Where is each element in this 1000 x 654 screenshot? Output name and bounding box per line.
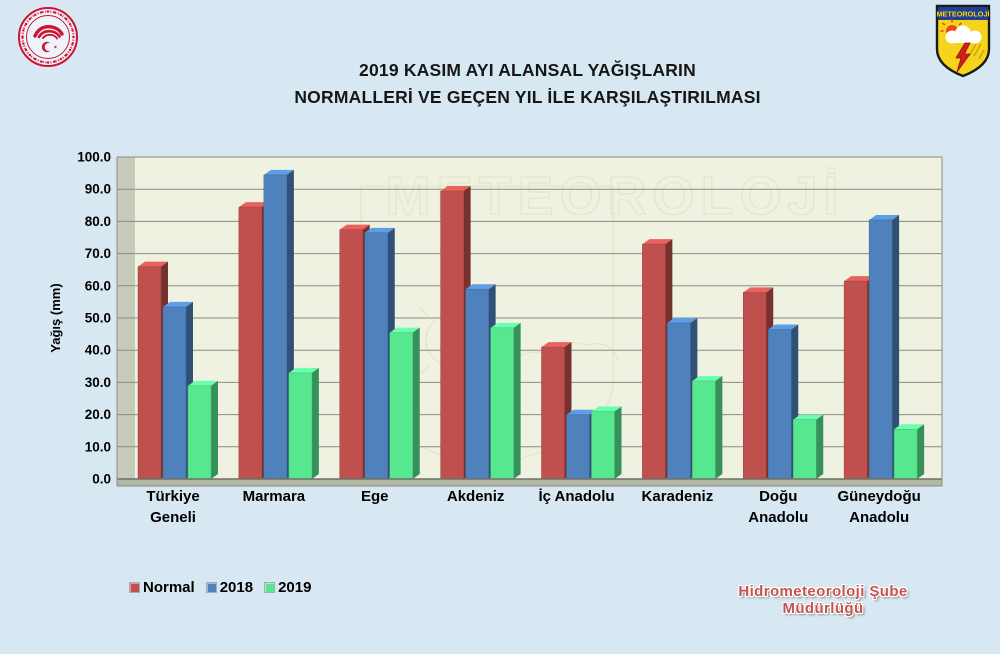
emblem-crescent-star	[41, 41, 57, 53]
legend-item-2019: 2019	[265, 579, 311, 596]
x-axis-label-karadeniz: Karadeniz	[641, 488, 714, 505]
legend-label: 2019	[278, 579, 312, 596]
y-tick-label: 30.0	[85, 375, 111, 390]
x-axis-label-i̇ç-anadolu: İç Anadolu	[538, 488, 615, 505]
logo-cloud-icon	[945, 25, 982, 44]
bar-ege-2019	[389, 327, 420, 480]
emblem-wave-arcs	[33, 25, 64, 40]
bar-karadeniz-2019	[692, 375, 723, 480]
meteoroloji-logo: METEOROLOJİ	[934, 4, 992, 78]
credit-text: Hidrometeoroloji Şube Müdürlüğü	[738, 583, 908, 617]
y-tick-label: 90.0	[85, 182, 111, 197]
y-tick-label: 50.0	[85, 311, 111, 326]
legend-marker-icon	[130, 583, 139, 592]
bar-güneydoğu-anadolu-2019	[893, 424, 925, 480]
y-tick-label: 10.0	[85, 439, 111, 454]
y-tick-label: 100.0	[77, 150, 111, 165]
legend-label: 2018	[219, 579, 254, 596]
page-title: 2019 KASIM AYI ALANSAL YAĞIŞLARIN NORMAL…	[55, 57, 1000, 111]
bar-marmara-2019	[288, 367, 319, 480]
y-tick-label: 40.0	[85, 343, 111, 358]
x-axis-label-doğu-anadolu: Doğu Anadolu	[748, 488, 809, 526]
bar-doğu-anadolu-2019	[793, 414, 824, 480]
y-tick-label: 20.0	[85, 407, 111, 422]
bar-i̇ç-anadolu-2019	[591, 406, 622, 480]
title-line-1: 2019 KASIM AYI ALANSAL YAĞIŞLARIN	[359, 60, 696, 80]
logo-lightning-icon	[955, 42, 971, 73]
meteorology-shield-icon: METEOROLOJİ	[935, 4, 991, 78]
bar-güneydoğu-anadolu-2018	[868, 214, 900, 480]
meteorology-logo-text: METEOROLOJİ	[936, 10, 989, 19]
y-tick-label: 80.0	[85, 214, 111, 229]
y-axis-title: Yağış (mm)	[48, 283, 63, 352]
ministry-logo	[16, 5, 80, 69]
legend-marker-icon	[265, 583, 275, 592]
legend-label: Normal	[143, 579, 195, 596]
x-axis-label-akdeniz: Akdeniz	[446, 488, 505, 505]
y-tick-label: 60.0	[85, 278, 111, 293]
legend-marker-icon	[206, 583, 216, 592]
x-axis-label-marmara: Marmara	[242, 488, 306, 505]
chart-legend: Normal 2018 2019	[130, 579, 311, 596]
bar-akdeniz-2019	[490, 322, 521, 480]
bar-türkiye-geneli-2019	[187, 380, 218, 480]
title-line-2: NORMALLERİ VE GEÇEN YIL İLE KARŞILAŞTIRI…	[294, 87, 761, 107]
chart-floor	[117, 479, 942, 486]
legend-item-2018: 2018	[206, 579, 254, 596]
ministry-emblem-icon	[18, 7, 78, 67]
y-tick-label: 0.0	[92, 472, 111, 487]
x-axis-label-güneydoğu-anadolu: Güneydoğu Anadolu	[837, 488, 921, 526]
x-axis-label-türkiye-geneli: Türkiye Geneli	[146, 488, 200, 526]
x-axis-label-ege: Ege	[360, 488, 389, 505]
legend-item-normal: Normal	[130, 579, 195, 596]
y-tick-label: 70.0	[85, 246, 111, 261]
